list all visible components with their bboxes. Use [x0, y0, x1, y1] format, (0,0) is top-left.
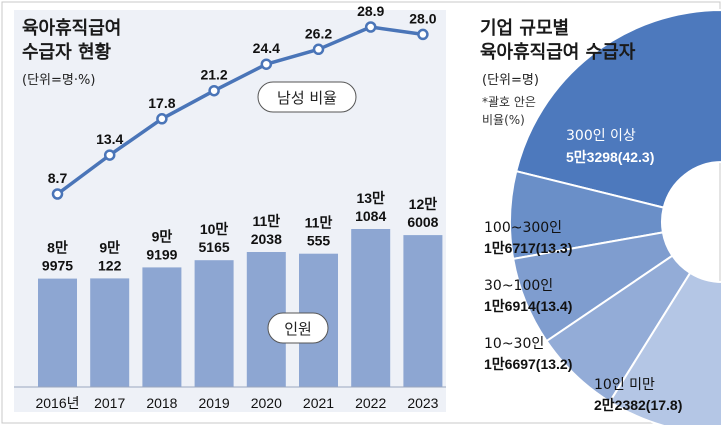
bar-label-top-2: 9만 [152, 228, 173, 244]
pie-value-4: 2만2382(17.8) [594, 397, 682, 413]
x-tick-3: 2019 [199, 395, 230, 411]
pie-value-3: 1만6697(13.2) [484, 356, 572, 372]
x-tick-0: 2016년 [35, 395, 79, 411]
left-title-line2: 수급자 현황 [22, 42, 112, 63]
pie-name-2: 30~100인 [484, 278, 553, 294]
x-tick-4: 2020 [251, 395, 282, 411]
legend-count: 인원 [267, 312, 329, 344]
bar-label-top-3: 10만 [200, 221, 229, 237]
bar-3 [194, 260, 234, 387]
pie-value-2: 1만6914(13.4) [484, 298, 572, 314]
x-tick-1: 2017 [94, 395, 125, 411]
line-label-2: 17.8 [148, 95, 175, 111]
left-title-line1: 육아휴직급여 [22, 18, 121, 39]
pie-value-1: 1만6717(13.3) [484, 240, 572, 256]
x-axis: 2016년 2017 2018 2019 2020 2021 2022 2023 [14, 386, 446, 411]
line-point-4 [260, 58, 273, 70]
right-note-line1: *괄호 안은 [482, 95, 536, 109]
bar-label-top-5: 11만 [305, 215, 333, 231]
pie-name-3: 10~30인 [484, 336, 544, 352]
male-ratio-line [56, 25, 424, 196]
bar-label-bottom-7: 6008 [407, 214, 438, 230]
bar-label-bottom-4: 2038 [251, 231, 282, 247]
right-title-line1: 기업 규모별 [480, 18, 569, 39]
line-label-7: 28.0 [409, 10, 436, 26]
line-point-2 [156, 113, 168, 125]
x-tick-7: 2023 [407, 395, 438, 411]
line-label-3: 21.2 [200, 67, 227, 83]
right-title-line2: 육아휴직급여 수급자 [480, 42, 636, 63]
pie-name-1: 100~300인 [484, 220, 562, 236]
pie-value-0: 5만3298(42.3) [566, 149, 654, 165]
bar-2 [142, 267, 182, 387]
line-point-3 [208, 84, 220, 97]
line-point-5 [312, 43, 325, 56]
bar-7 [403, 235, 443, 387]
bar-label-top-6: 13만 [356, 190, 385, 206]
bar-series: 8만 9975 9만 122 9만 9199 10만 5165 11만 2038 11만 555 13만… [38, 190, 443, 387]
line-label-5: 26.2 [305, 25, 332, 41]
x-tick-5: 2021 [303, 395, 334, 411]
pie-slice-4 [608, 271, 722, 425]
line-point-0 [51, 188, 64, 200]
pie-name-0: 300인 이상 [566, 128, 636, 144]
left-chart: 육아휴직급여 수급자 현황 (단위=명·%) 8만 9975 9만 122 9만 9199… [14, 3, 446, 412]
legend-male-ratio-label: 남성 비율 [277, 89, 337, 107]
bar-label-top-0: 8만 [47, 240, 68, 256]
pie-labels: 300인 이상 5만3298(42.3) 100~300인 1만6717(13.3) 3… [484, 128, 682, 413]
bar-label-top-4: 11만 [252, 213, 280, 229]
right-unit: (단위=명) [482, 73, 539, 88]
line-point-7 [417, 28, 429, 41]
line-label-4: 24.4 [253, 40, 280, 56]
bar-label-top-1: 9만 [99, 239, 120, 255]
line-point-6 [364, 21, 377, 33]
line-series: 8.7 13.4 17.8 21.2 24.4 26.2 28.9 28.0 [48, 3, 437, 200]
bar-label-bottom-5: 555 [307, 233, 331, 249]
bar-label-bottom-3: 5165 [199, 239, 230, 255]
x-tick-2: 2018 [146, 395, 177, 411]
right-note-line2: 비율(%) [482, 113, 525, 127]
pie-slices [509, 8, 722, 425]
legend-count-label: 인원 [284, 320, 312, 338]
legend-male-ratio: 남성 비율 [257, 81, 357, 113]
pie-slice-0 [514, 8, 722, 209]
legend-count-box [267, 312, 329, 344]
bar-6 [351, 229, 391, 387]
bar-label-bottom-1: 122 [98, 257, 122, 273]
bar-1 [90, 278, 130, 387]
legend-male-ratio-box [257, 81, 357, 113]
bar-label-bottom-6: 1084 [355, 208, 386, 224]
pie-name-4: 10인 미만 [594, 377, 655, 393]
line-label-0: 8.7 [48, 170, 68, 186]
bar-label-bottom-2: 9199 [146, 246, 177, 262]
line-point-1 [103, 149, 116, 161]
bar-label-top-7: 12만 [409, 196, 438, 212]
x-tick-6: 2022 [355, 395, 386, 411]
right-chart: 기업 규모별 육아휴직급여 수급자 (단위=명) *괄호 안은 비율(%) 30… [480, 8, 722, 425]
bar-label-bottom-0: 9975 [42, 258, 73, 274]
line-label-6: 28.9 [357, 3, 384, 19]
bar-0 [38, 278, 77, 387]
left-unit: (단위=명·%) [22, 73, 95, 88]
line-label-1: 13.4 [96, 131, 123, 147]
